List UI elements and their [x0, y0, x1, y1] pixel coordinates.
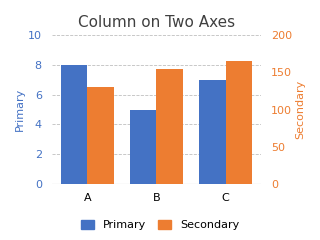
Bar — [226, 61, 252, 184]
Bar — [199, 80, 226, 184]
Bar — [156, 69, 183, 184]
Bar — [87, 87, 114, 184]
Bar — [130, 109, 156, 184]
Legend: Primary, Secondary: Primary, Secondary — [76, 215, 244, 234]
Bar — [61, 65, 87, 184]
Y-axis label: Primary: Primary — [15, 88, 25, 131]
Title: Column on Two Axes: Column on Two Axes — [78, 15, 235, 30]
Y-axis label: Secondary: Secondary — [295, 80, 305, 139]
